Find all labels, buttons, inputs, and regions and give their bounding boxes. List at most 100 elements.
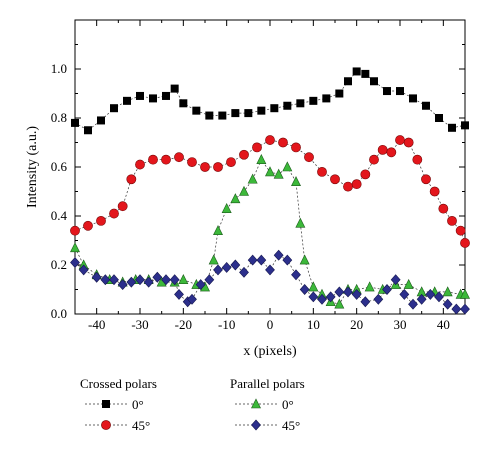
- data-point: [343, 286, 353, 298]
- data-point: [334, 286, 345, 298]
- data-point: [143, 276, 154, 288]
- data-point: [257, 106, 266, 115]
- data-point: [383, 87, 391, 96]
- data-point: [179, 99, 188, 108]
- data-point: [247, 254, 258, 266]
- data-point: [343, 181, 353, 192]
- legend: Crossed polars 0° 45° Parallel polars 0° 45°: [80, 376, 305, 433]
- x-axis-label: x (pixels): [243, 344, 297, 359]
- data-point: [71, 118, 79, 127]
- data-point: [70, 257, 80, 268]
- data-point: [438, 203, 449, 214]
- data-point: [309, 96, 318, 105]
- data-point: [352, 67, 361, 76]
- data-point: [256, 254, 267, 266]
- data-point: [361, 69, 370, 78]
- legend-entry-label: 0°: [282, 397, 294, 412]
- x-tick-label: -20: [175, 317, 192, 332]
- data-point: [170, 84, 179, 93]
- x-tick-label: 40: [437, 317, 450, 332]
- data-point: [412, 154, 423, 165]
- data-point: [461, 121, 469, 130]
- legend-marker: [251, 398, 261, 409]
- data-point: [239, 149, 249, 160]
- data-point: [187, 293, 197, 305]
- data-point: [295, 217, 306, 228]
- data-point: [265, 135, 275, 145]
- data-point: [226, 157, 236, 167]
- data-point: [208, 254, 219, 265]
- data-point: [100, 274, 111, 286]
- data-point: [409, 94, 417, 103]
- data-point: [162, 91, 170, 100]
- data-point: [256, 153, 267, 164]
- y-tick-label: 0.6: [51, 159, 68, 174]
- data-point: [244, 109, 253, 118]
- series-line: [74, 71, 466, 131]
- data-point: [308, 291, 319, 303]
- legend-entry-label: 0°: [132, 397, 144, 412]
- y-tick-label: 1.0: [51, 61, 67, 76]
- data-point: [403, 278, 414, 289]
- data-point: [117, 279, 128, 291]
- legend-marker: [101, 420, 111, 430]
- x-tick-label: -10: [218, 317, 235, 332]
- legend-marker: [251, 419, 261, 431]
- data-point: [126, 276, 137, 288]
- data-point: [425, 288, 436, 300]
- data-point: [386, 147, 397, 158]
- data-point: [126, 174, 137, 185]
- data-point: [322, 94, 331, 103]
- legend-group-title: Parallel polars: [230, 376, 305, 391]
- data-point: [390, 274, 401, 286]
- legend-group-title: Crossed polars: [80, 376, 157, 391]
- data-point: [213, 225, 223, 235]
- data-point: [460, 288, 470, 299]
- data-point: [270, 104, 279, 113]
- data-point: [299, 284, 310, 295]
- data-point: [174, 288, 184, 300]
- data-point: [117, 201, 128, 212]
- data-point: [204, 274, 215, 286]
- legend-marker: [102, 400, 110, 408]
- series-parallel-45: [70, 249, 470, 315]
- data-point: [283, 101, 292, 110]
- data-point: [70, 225, 80, 236]
- data-point: [91, 271, 102, 283]
- data-point: [360, 169, 371, 180]
- data-point: [70, 242, 80, 253]
- data-point: [282, 161, 293, 172]
- data-point: [434, 291, 444, 303]
- data-point: [351, 179, 362, 190]
- data-point: [178, 274, 189, 285]
- data-point: [399, 288, 410, 300]
- data-point: [149, 94, 157, 103]
- data-point: [239, 266, 249, 278]
- data-point: [161, 274, 171, 286]
- data-point: [265, 166, 275, 177]
- data-point: [278, 137, 288, 148]
- data-point: [299, 254, 310, 265]
- data-point: [213, 264, 223, 276]
- y-tick-label: 0.0: [51, 306, 67, 321]
- data-point: [335, 89, 344, 98]
- series-crossed-0: [71, 67, 469, 135]
- data-point: [395, 135, 405, 145]
- series-layer: [70, 67, 470, 315]
- data-point: [83, 220, 93, 231]
- data-point: [218, 111, 227, 120]
- data-point: [377, 144, 388, 155]
- x-tick-label: 10: [307, 317, 320, 332]
- data-point: [123, 96, 131, 105]
- data-point: [447, 215, 457, 226]
- series-crossed-45: [70, 135, 470, 248]
- data-point: [291, 142, 301, 153]
- data-point: [247, 173, 258, 184]
- y-axis-label: Intensity (a.u.): [25, 126, 40, 208]
- data-point: [195, 279, 206, 291]
- x-tick-label: 0: [267, 317, 274, 332]
- data-point: [230, 193, 241, 204]
- data-point: [169, 274, 180, 286]
- legend-entry-label: 45°: [132, 418, 150, 433]
